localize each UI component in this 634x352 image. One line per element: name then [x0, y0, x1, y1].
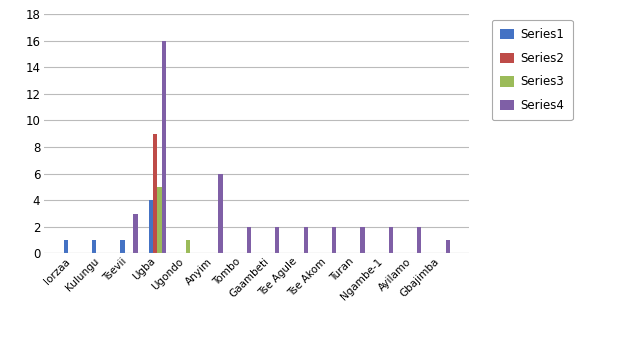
Bar: [417, 227, 422, 253]
Bar: [275, 227, 280, 253]
Bar: [162, 41, 166, 253]
Bar: [332, 227, 336, 253]
Bar: [120, 240, 125, 253]
Bar: [219, 174, 223, 253]
Bar: [92, 240, 96, 253]
Bar: [360, 227, 365, 253]
Bar: [304, 227, 308, 253]
Bar: [133, 214, 138, 253]
Bar: [63, 240, 68, 253]
Bar: [186, 240, 190, 253]
Bar: [247, 227, 251, 253]
Bar: [149, 200, 153, 253]
Legend: Series1, Series2, Series3, Series4: Series1, Series2, Series3, Series4: [492, 20, 573, 120]
Bar: [389, 227, 393, 253]
Bar: [446, 240, 450, 253]
Bar: [157, 187, 162, 253]
Bar: [153, 134, 157, 253]
